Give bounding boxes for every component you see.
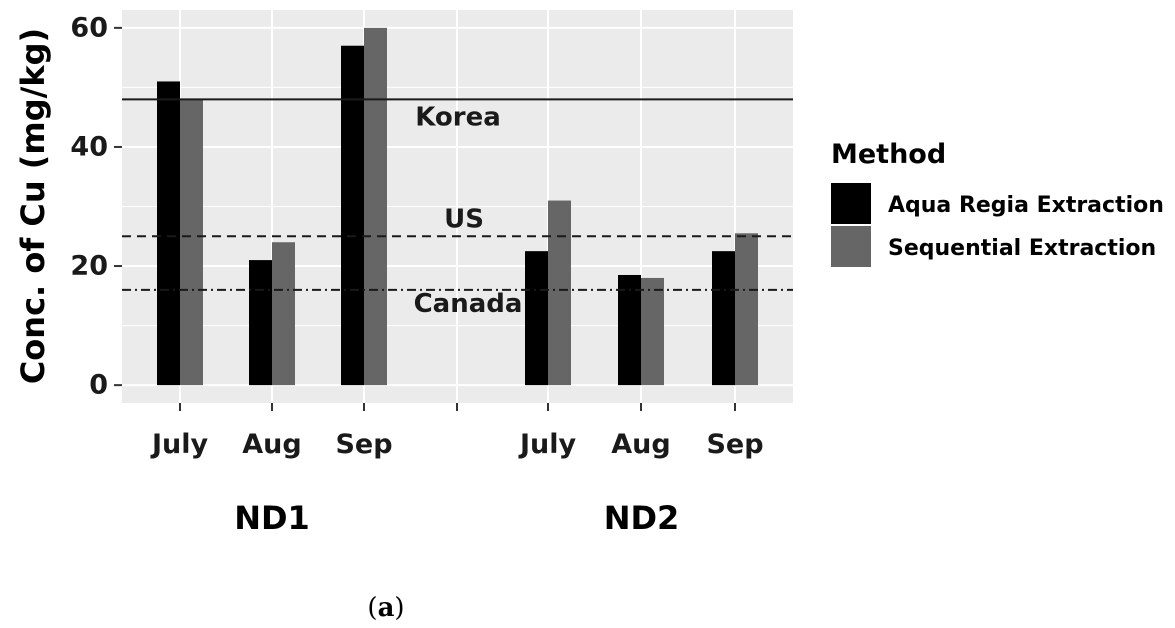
bar-aqua-regia-3 [341,45,364,386]
bar-sequential-1 [180,99,203,386]
group-label-nd1: ND1 [234,499,310,537]
y-axis-title: Conc. of Cu (mg/kg) [14,28,52,384]
reference-label-canada: Canada [414,289,523,319]
figure-caption: (a) [367,593,404,623]
bar-sequential-6 [735,233,758,386]
bar-sequential-2 [272,242,295,386]
bar-sequential-5 [641,277,664,386]
legend-label-sequential: Sequential Extraction [888,236,1156,261]
bar-aqua-regia-1 [157,81,180,386]
legend-key-sequential [831,226,871,267]
x-tick-label: July [518,429,577,460]
x-tick-label: Aug [242,429,301,460]
y-tick-label: 0 [89,370,108,401]
reference-lines-layer: Korea US Canada [122,98,793,319]
bar-aqua-regia-4 [525,251,548,386]
y-axis: 0 20 40 60 [70,12,122,401]
bar-sequential-3 [364,27,387,386]
x-tick-label: Aug [611,429,670,460]
x-tick-label: Sep [706,429,763,460]
y-tick-label: 40 [70,131,108,162]
bars-layer [157,27,758,386]
legend-key-aqua-regia [831,183,871,224]
y-tick-label: 60 [70,12,108,43]
reference-label-us: US [444,204,484,234]
group-label-nd2: ND2 [604,499,680,537]
legend-title: Method [831,139,946,170]
bar-aqua-regia-5 [618,274,641,386]
y-tick-label: 20 [70,251,108,282]
bar-aqua-regia-6 [712,251,735,386]
bar-sequential-4 [548,200,571,386]
legend: Method Aqua Regia Extraction Sequential … [831,139,1164,267]
reference-label-korea: Korea [415,102,501,132]
legend-label-aqua-regia: Aqua Regia Extraction [888,193,1164,218]
bar-aqua-regia-2 [249,260,272,386]
x-axis: July Aug Sep ND1 July Aug Sep ND2 [150,403,764,537]
x-tick-label: Sep [335,429,392,460]
x-tick-label: July [150,429,209,460]
